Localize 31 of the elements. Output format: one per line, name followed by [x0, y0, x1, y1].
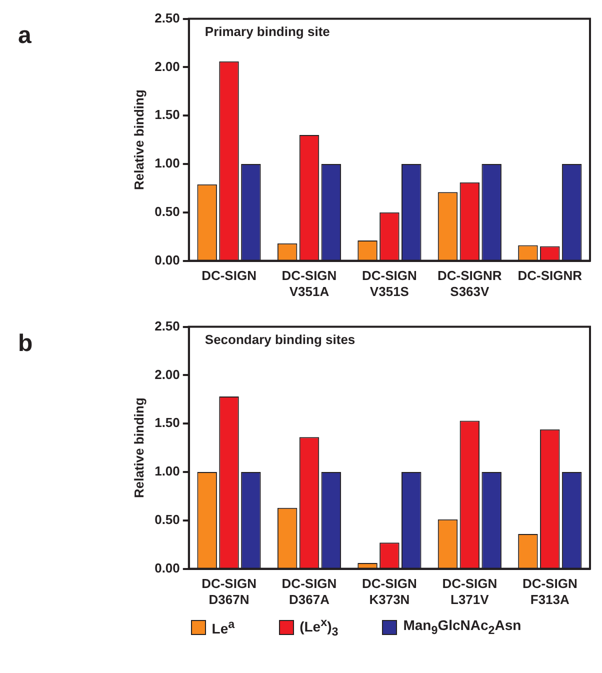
- y-axis-title: Relative binding: [131, 90, 146, 190]
- x-tick-label: DC-SIGN K373N: [362, 576, 417, 607]
- annotation: Secondary binding sites: [204, 332, 356, 347]
- x-tick-label: DC-SIGN L371V: [442, 576, 498, 607]
- y-tick-label: 2.00: [154, 366, 180, 382]
- x-tick-label: DC-SIGN: [202, 268, 256, 284]
- y-tick-label: 0.00: [154, 252, 180, 268]
- x-tick-label: DC-SIGNR S363V: [438, 268, 502, 299]
- legend-label: Man$_{9}$GlcNAc$_{2}$Asn: [403, 617, 522, 638]
- y-tick-label: 0.50: [154, 512, 180, 527]
- legend-label: Le$^{a}$: [212, 618, 235, 637]
- x-tick-label: DC-SIGN D367N: [202, 576, 256, 607]
- y-tick-label: 1.50: [154, 415, 180, 430]
- y-tick-label: 0.00: [154, 560, 180, 576]
- x-tick-label: DC-SIGNR: [518, 268, 583, 284]
- y-tick-label: 0.50: [154, 204, 180, 219]
- y-tick-label: 1.50: [154, 107, 180, 122]
- y-tick-label: 2.50: [154, 10, 180, 26]
- x-tick-label: DC-SIGN V351A: [282, 268, 337, 299]
- legend-label: (Le$^{x}$)$_{3}$: [300, 616, 338, 638]
- y-axis-title: Relative binding: [131, 398, 146, 498]
- x-tick-label: DC-SIGN F313A: [522, 576, 578, 607]
- y-tick-label: 2.50: [154, 318, 180, 334]
- y-tick-label: 2.00: [154, 58, 180, 74]
- y-tick-label: 1.00: [154, 464, 180, 479]
- chart-title: a: [18, 22, 32, 50]
- y-tick-label: 1.00: [154, 156, 180, 171]
- annotation: Primary binding site: [204, 24, 330, 39]
- x-tick-label: DC-SIGN V351S: [362, 268, 417, 299]
- x-tick-label: DC-SIGN D367A: [282, 576, 337, 607]
- chart-title: b: [18, 330, 33, 358]
